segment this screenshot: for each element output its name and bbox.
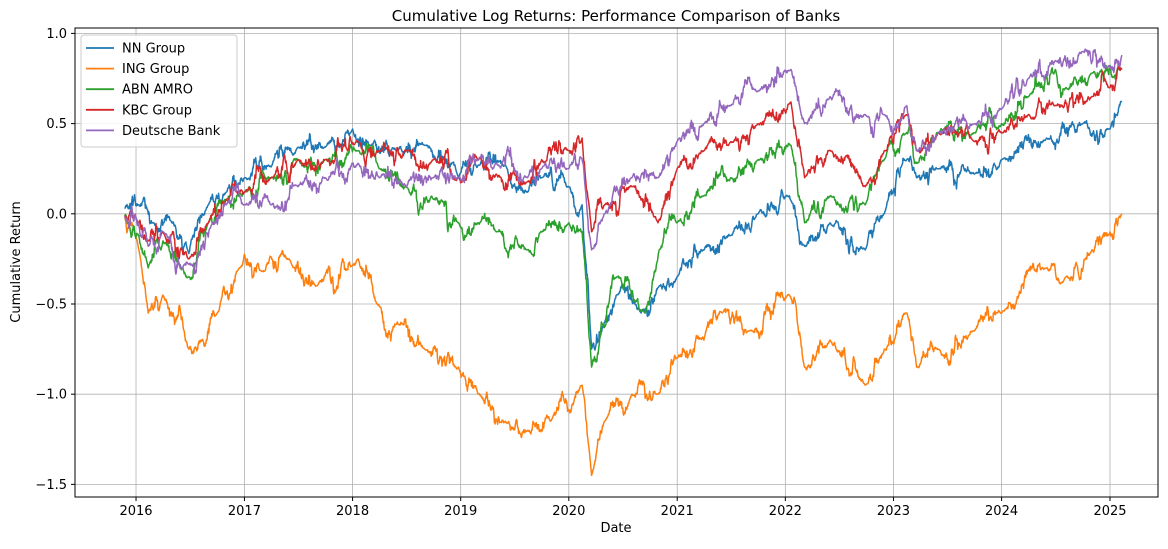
x-tick-label: 2019 [444,504,477,519]
legend-label: Deutsche Bank [122,124,221,139]
x-tick-label: 2017 [228,504,261,519]
x-tick-label: 2016 [119,504,152,519]
x-tick-label: 2025 [1093,504,1126,519]
x-tick-label: 2018 [336,504,369,519]
series-line-kbc-group [123,64,1123,260]
y-tick-label: 0.0 [46,207,67,222]
plot-background [75,28,1158,497]
x-tick-label: 2024 [985,504,1018,519]
grid-lines [75,28,1158,497]
x-tick-label: 2022 [769,504,802,519]
y-tick-label: −1.0 [35,388,67,403]
y-tick-label: 1.0 [46,27,67,42]
y-tick-label: −1.5 [35,478,67,493]
series-line-deutsche-bank [124,48,1123,275]
y-axis-ticks: 1.0 0.5 0.0 −0.5 −1.0 −1.5 [35,27,75,493]
x-tick-label: 2020 [552,504,585,519]
series-line-ing-group [123,213,1123,477]
plot-frame [74,27,1159,498]
series-lines [123,48,1123,477]
y-tick-label: 0.5 [46,117,67,132]
y-axis-label: Cumulative Return [9,201,24,322]
legend: NN Group ING Group ABN AMRO KBC Group Deutsc… [80,34,238,148]
legend-label: ING Group [122,62,189,77]
legend-label: NN Group [122,42,185,57]
y-tick-label: −0.5 [35,297,67,312]
legend-label: KBC Group [122,103,192,118]
legend-label: ABN AMRO [122,83,193,98]
x-tick-label: 2023 [877,504,910,519]
x-axis-label: Date [600,521,631,536]
legend-box [80,34,238,148]
x-axis-ticks: 2016 2017 2018 2019 2020 2021 2022 2023 2024 2025 [119,497,1127,519]
x-tick-label: 2021 [661,504,694,519]
chart-title: Cumulative Log Returns: Performance Comp… [392,7,841,25]
